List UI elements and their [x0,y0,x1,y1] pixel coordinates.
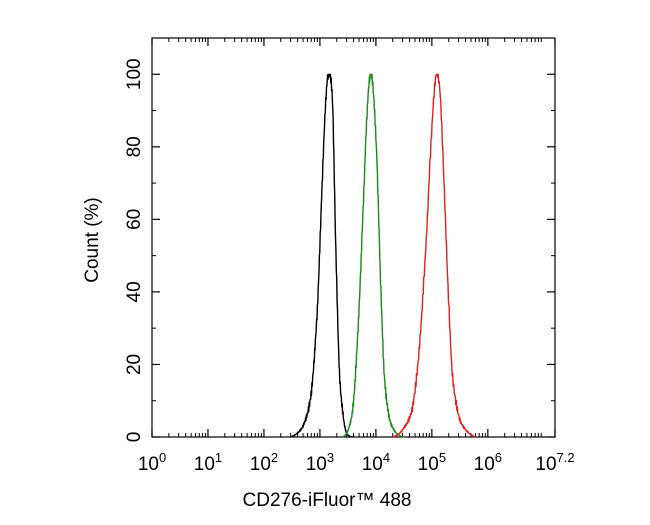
y-ticks [152,73,555,438]
x-tick-base: 10 [362,454,383,475]
x-axis-title: CD276-iFluor™ 488 [243,490,412,511]
y-tick-label: 40 [124,281,145,302]
x-tick-exponent: 6 [495,450,502,465]
y-tick-label: 60 [124,209,145,230]
series-lines [290,73,476,438]
y-tick-label: 100 [124,58,145,90]
y-tick-label: 0 [124,432,145,443]
x-tick-exponent: 4 [383,450,390,465]
x-tick-base: 10 [138,454,159,475]
x-tick-base: 10 [250,454,271,475]
y-tick-label: 80 [124,136,145,157]
x-minor-ticks [168,38,542,437]
y-axis-title: Count (%) [82,197,103,283]
x-tick-base: 10 [535,454,556,475]
series-line-2 [341,73,405,438]
x-tick-exponent: 2 [271,450,278,465]
x-tick-label: 100 [138,450,166,475]
x-tick-labels: 100 101 102 103 104 105 106 107.2 [138,450,575,475]
x-major-ticks [151,38,556,437]
series-line-1 [290,73,354,438]
x-tick-exponent: 3 [327,450,334,465]
x-tick-exponent: 1 [215,450,222,465]
x-tick-label: 101 [194,450,222,475]
x-tick-label: 106 [474,450,502,475]
series-line-3 [392,73,476,438]
y-tick-labels: 0 20 40 60 80 100 [124,58,145,442]
x-tick-exponent: 7.2 [557,450,575,465]
x-tick-base: 10 [418,454,439,475]
x-tick-label: 102 [250,450,278,475]
x-tick-base: 10 [194,454,215,475]
x-tick-label: 104 [362,450,390,475]
x-tick-exponent: 0 [159,450,166,465]
x-tick-exponent: 5 [439,450,446,465]
x-tick-label: 103 [306,450,334,475]
y-tick-label: 20 [124,354,145,375]
x-tick-base: 10 [474,454,495,475]
x-tick-label: 107.2 [535,450,574,475]
x-tick-base: 10 [306,454,327,475]
plot-frame [151,37,556,438]
x-tick-label: 105 [418,450,446,475]
